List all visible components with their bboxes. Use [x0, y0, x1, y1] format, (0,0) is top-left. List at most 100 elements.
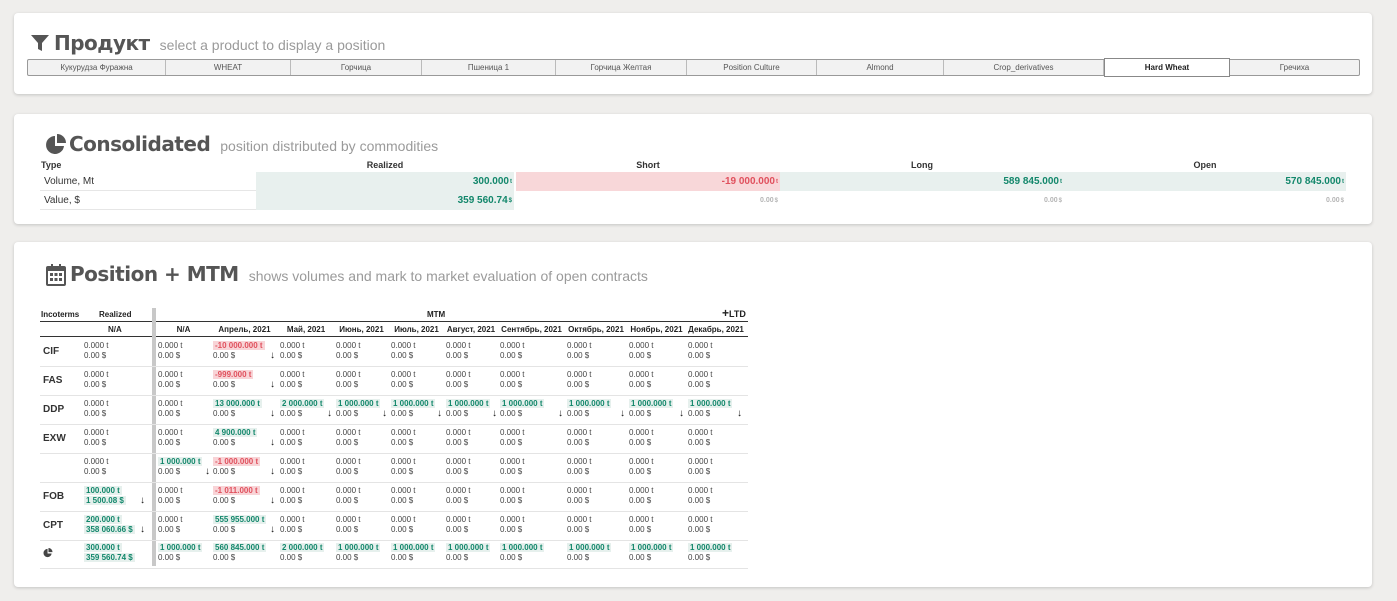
- mtm-cell: 0.000 t 0.00 $: [500, 428, 524, 448]
- mtm-cell: 0.000 t 0.00 $: [158, 428, 182, 448]
- volume-value: 0.000 t: [500, 457, 525, 466]
- pie-chart-icon: [43, 548, 53, 558]
- arrow-down-icon[interactable]: ↓: [437, 408, 442, 419]
- product-tab[interactable]: Пшеница 1: [422, 60, 556, 75]
- arrow-down-icon[interactable]: ↓: [558, 408, 563, 419]
- volume-value: 0.000 t: [446, 515, 471, 524]
- product-tab[interactable]: Hard Wheat: [1104, 58, 1230, 77]
- month-column-header: Декабрь, 2021: [688, 325, 744, 334]
- mtm-cell: 0.000 t 0.00 $: [158, 399, 182, 419]
- product-tab[interactable]: WHEAT: [166, 60, 291, 75]
- mtm-cell: -10 000.000 t 0.00 $: [213, 341, 265, 361]
- header-type: Type: [41, 160, 62, 170]
- money-value: 0.00 $: [688, 553, 711, 562]
- mtm-cell: 1 000.000 t 0.00 $: [336, 543, 381, 563]
- product-tab[interactable]: Горчица: [291, 60, 422, 75]
- volume-value: 0.000 t: [280, 370, 305, 379]
- arrow-down-icon[interactable]: ↓: [382, 408, 387, 419]
- volume-value: 0.000 t: [500, 341, 525, 350]
- mtm-cell: 0.000 t 0.00 $: [280, 457, 304, 477]
- realized-cell: 0.000 t 0.00 $: [84, 370, 108, 390]
- volume-value: 0.000 t: [336, 486, 361, 495]
- month-column-header: Октябрь, 2021: [568, 325, 624, 334]
- arrow-down-icon[interactable]: ↓: [140, 495, 145, 506]
- mtm-cell: 0.000 t 0.00 $: [446, 457, 470, 477]
- volume-value: 0.000 t: [84, 428, 109, 437]
- volume-value: 0.000 t: [158, 341, 183, 350]
- plus-icon[interactable]: +: [722, 306, 730, 320]
- volume-value: 0.000 t: [688, 457, 713, 466]
- product-tab[interactable]: Горчица Желтая: [556, 60, 687, 75]
- volume-value: 0.000 t: [629, 486, 654, 495]
- volume-value: 0.000 t: [629, 370, 654, 379]
- arrow-down-icon[interactable]: ↓: [140, 524, 145, 535]
- money-value: 0.00 $: [446, 496, 469, 505]
- money-value: 0.00 $: [500, 553, 523, 562]
- money-value: 0.00 $: [446, 525, 469, 534]
- arrow-down-icon[interactable]: ↓: [270, 350, 275, 361]
- volume-value: -1 011.000 t: [213, 486, 260, 495]
- arrow-down-icon[interactable]: ↓: [492, 408, 497, 419]
- incoterm-label: [43, 548, 53, 561]
- row-divider: [40, 453, 748, 454]
- mtm-cell: 1 000.000 t 0.00 $: [336, 399, 381, 419]
- arrow-down-icon[interactable]: ↓: [205, 466, 210, 477]
- money-value: 0.00 $: [280, 438, 303, 447]
- mtm-cell: -1 000.000 t 0.00 $: [213, 457, 261, 477]
- arrow-down-icon[interactable]: ↓: [270, 437, 275, 448]
- mtm-cell: 0.000 t 0.00 $: [391, 428, 415, 448]
- volume-value: 0.000 t: [688, 341, 713, 350]
- mtm-cell: 0.000 t 0.00 $: [280, 370, 304, 390]
- money-value: 0.00 $: [688, 409, 711, 418]
- mtm-cell: 2 000.000 t 0.00 $: [280, 543, 325, 563]
- arrow-down-icon[interactable]: ↓: [737, 408, 742, 419]
- money-value: 0.00 $: [446, 467, 469, 476]
- volume-value: 0.000 t: [500, 515, 525, 524]
- money-value: 0.00 $: [500, 438, 523, 447]
- money-value: 0.00 $: [84, 467, 107, 476]
- product-tab[interactable]: Кукурудза Фуражна: [28, 60, 166, 75]
- volume-value: -999.000 t: [213, 370, 254, 379]
- product-tab[interactable]: Almond: [817, 60, 944, 75]
- money-value: 0.00 $: [391, 380, 414, 389]
- arrow-down-icon[interactable]: ↓: [270, 466, 275, 477]
- money-value: 0.00 $: [280, 409, 303, 418]
- arrow-down-icon[interactable]: ↓: [270, 379, 275, 390]
- volume-value: 1 000.000 t: [688, 543, 733, 552]
- money-value: 0.00 $: [391, 496, 414, 505]
- money-value: 0.00 $: [629, 438, 652, 447]
- row-label: Volume, Mt: [40, 172, 256, 191]
- arrow-down-icon[interactable]: ↓: [327, 408, 332, 419]
- arrow-down-icon[interactable]: ↓: [620, 408, 625, 419]
- position-header: Position + MTM shows volumes and mark to…: [46, 262, 648, 286]
- header-divider: [40, 336, 748, 337]
- volume-value: 0.000 t: [84, 457, 109, 466]
- product-tab[interactable]: Гречиха: [1279, 63, 1310, 72]
- money-value: 0.00 $: [336, 351, 359, 360]
- value-long: 0.00 $: [1044, 197, 1062, 204]
- arrow-down-icon[interactable]: ↓: [679, 408, 684, 419]
- arrow-down-icon[interactable]: ↓: [270, 524, 275, 535]
- volume-value: 1 000.000 t: [567, 543, 612, 552]
- volume-value: 0.000 t: [567, 370, 592, 379]
- mtm-cell: 560 845.000 t 0.00 $: [213, 543, 267, 563]
- product-tab[interactable]: Crop_derivatives: [944, 60, 1104, 75]
- volume-value: 0.000 t: [84, 341, 109, 350]
- arrow-down-icon[interactable]: ↓: [270, 408, 275, 419]
- mtm-cell: 0.000 t 0.00 $: [336, 515, 360, 535]
- money-value: 0.00 $: [213, 496, 236, 505]
- volume-value: 0.000 t: [629, 428, 654, 437]
- money-value: 0.00 $: [567, 351, 590, 360]
- consolidated-card: Consolidated position distributed by com…: [14, 114, 1372, 224]
- money-value: 0.00 $: [629, 553, 652, 562]
- row-label: Value, $: [40, 191, 256, 210]
- money-value: 0.00 $: [213, 467, 236, 476]
- mtm-cell: 0.000 t 0.00 $: [336, 457, 360, 477]
- volume-open: 570 845.000 t: [1064, 172, 1346, 191]
- arrow-down-icon[interactable]: ↓: [270, 495, 275, 506]
- product-tab[interactable]: Position Culture: [687, 60, 817, 75]
- product-header: Продукт select a product to display a po…: [30, 31, 385, 55]
- volume-value: 2 000.000 t: [280, 399, 325, 408]
- header-ltd[interactable]: +LTD: [722, 306, 746, 320]
- value-open: 0.00 $: [1326, 197, 1344, 204]
